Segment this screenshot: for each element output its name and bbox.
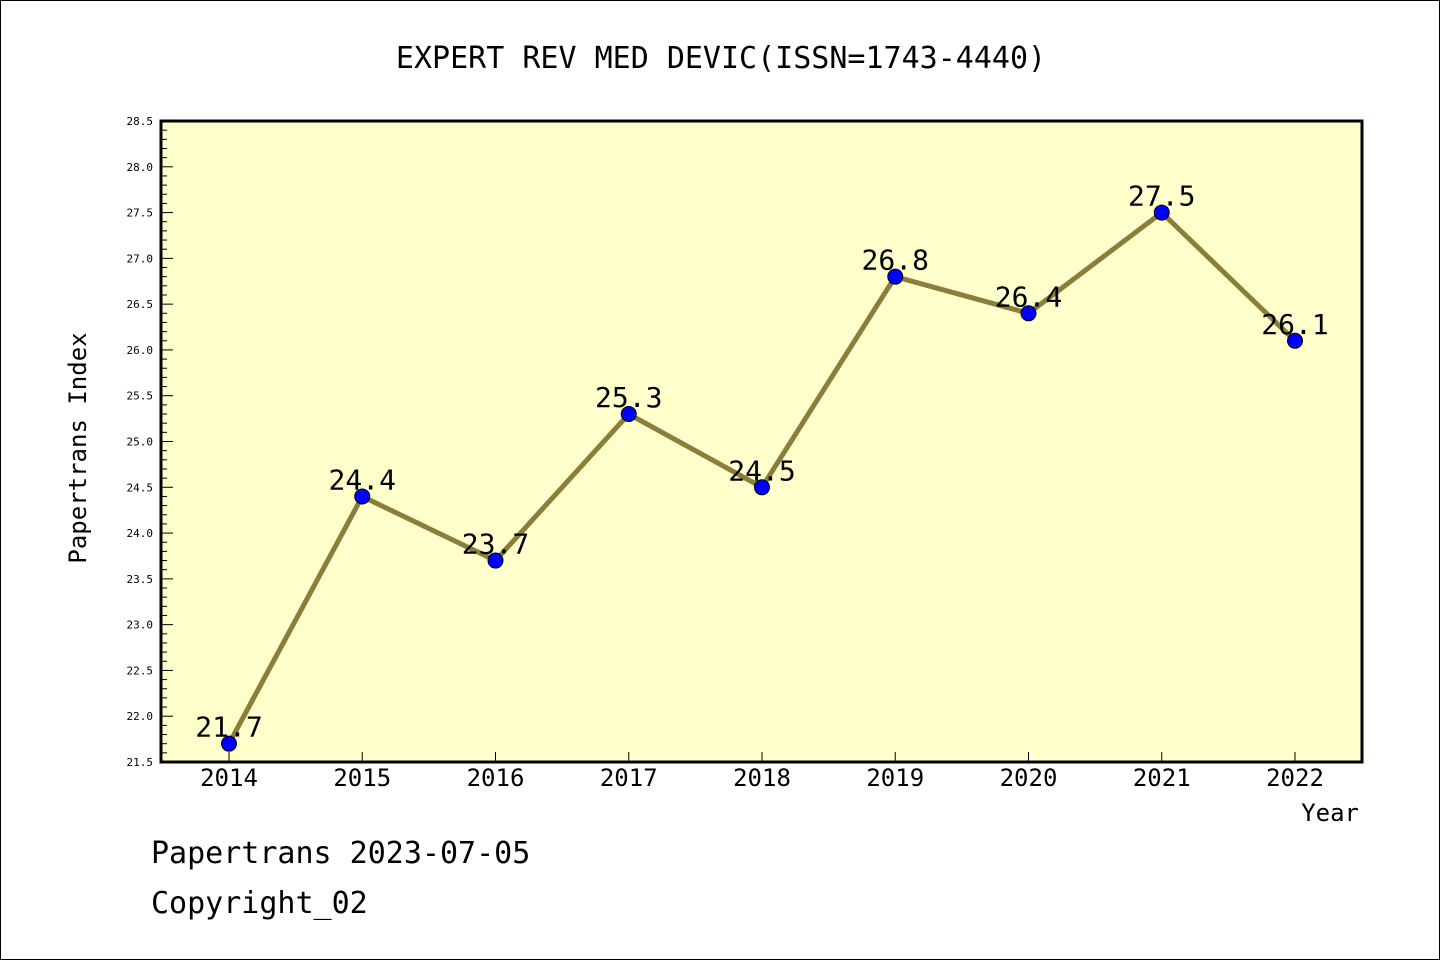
data-point	[620, 406, 637, 423]
y-tick-label: 24.5	[127, 481, 154, 494]
y-tick-label: 25.5	[127, 390, 154, 403]
x-axis: 2014 2015 2016 2017 2018 2019 2020 2021 2022	[200, 752, 1324, 792]
footer-copyright-line: Copyright_02	[151, 886, 368, 921]
x-tick-label: 2022	[1266, 764, 1324, 792]
y-tick-label: 27.5	[127, 207, 154, 220]
plot-area	[159, 119, 1364, 764]
x-tick-label: 2014	[200, 764, 258, 792]
data-label: 24.5	[728, 454, 795, 487]
y-tick-label: 27.0	[127, 252, 154, 265]
data-point	[887, 268, 904, 285]
data-label: 24.4	[329, 463, 396, 496]
y-tick-label: 23.5	[127, 573, 154, 586]
x-tick-label: 2020	[1000, 764, 1058, 792]
y-axis-label: Papertrans Index	[64, 332, 92, 563]
chart-title: EXPERT REV MED DEVIC(ISSN=1743-4440)	[396, 41, 1046, 76]
y-axis: 21.5 22.0 22.5 23.0 23.5 24.0 24.5 25.0 25.5 26.0…	[127, 115, 173, 769]
x-tick-label: 2017	[600, 764, 658, 792]
data-point	[487, 552, 504, 569]
data-label: 23.7	[462, 528, 529, 561]
x-tick-label: 2018	[733, 764, 791, 792]
data-point	[1287, 332, 1303, 349]
y-tick-label: 28.5	[127, 115, 154, 128]
y-tick-label: 22.5	[127, 664, 154, 677]
data-point	[221, 735, 237, 752]
data-point	[754, 479, 770, 496]
data-label: 25.3	[595, 381, 662, 414]
x-tick-label: 2016	[467, 764, 525, 792]
data-point	[1020, 305, 1037, 322]
data-point	[1153, 204, 1170, 221]
data-label: 26.4	[995, 280, 1062, 313]
y-tick-label: 24.0	[127, 527, 154, 540]
y-tick-label: 23.0	[127, 619, 154, 632]
y-tick-label: 25.0	[127, 436, 154, 449]
y-tick-label: 21.5	[127, 756, 154, 769]
y-tick-label: 26.5	[127, 298, 154, 311]
data-label: 26.1	[1261, 308, 1328, 341]
x-tick-label: 2021	[1133, 764, 1191, 792]
x-tick-label: 2015	[333, 764, 391, 792]
data-label: 27.5	[1128, 180, 1195, 213]
series-layer: 21.7 24.4 23.7 25.3 24.5 26.8 26.4 27.5 26.1	[195, 180, 1329, 752]
footer-date-line: Papertrans 2023-07-05	[151, 836, 531, 871]
y-tick-label: 28.0	[127, 161, 154, 174]
data-label: 21.7	[195, 711, 262, 744]
x-tick-label: 2019	[866, 764, 924, 792]
data-point	[354, 488, 371, 505]
data-label: 26.8	[862, 244, 929, 277]
x-axis-label: Year	[1301, 799, 1359, 827]
y-tick-label: 26.0	[127, 344, 154, 357]
y-tick-label: 22.0	[127, 710, 154, 723]
